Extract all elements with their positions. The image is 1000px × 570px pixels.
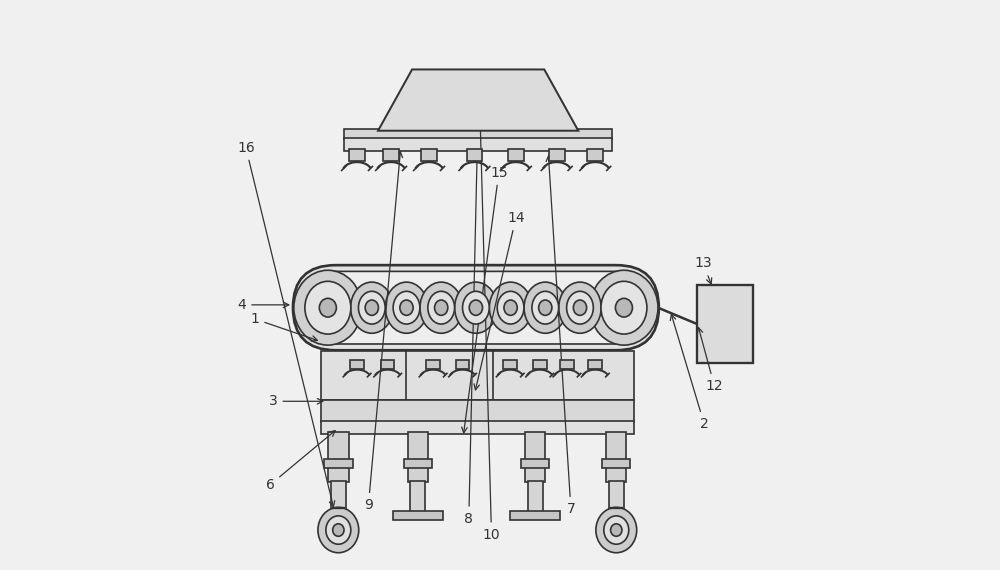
Ellipse shape — [532, 291, 559, 324]
Ellipse shape — [294, 270, 362, 345]
Bar — [349, 149, 365, 161]
Ellipse shape — [596, 507, 637, 553]
Ellipse shape — [559, 282, 601, 333]
Ellipse shape — [573, 300, 587, 315]
Ellipse shape — [365, 300, 378, 315]
Bar — [602, 459, 630, 467]
Ellipse shape — [590, 270, 658, 345]
Ellipse shape — [428, 291, 455, 324]
Bar — [410, 481, 425, 512]
Bar — [456, 360, 469, 369]
Bar — [381, 360, 394, 369]
Bar — [350, 360, 364, 369]
Bar — [404, 459, 432, 467]
Bar — [328, 433, 349, 482]
Text: 13: 13 — [694, 256, 712, 284]
Bar — [503, 360, 517, 369]
Text: 9: 9 — [364, 152, 403, 512]
Bar — [321, 351, 634, 400]
Text: 12: 12 — [697, 328, 723, 393]
Ellipse shape — [611, 524, 622, 536]
Bar — [426, 360, 440, 369]
Bar — [549, 149, 565, 161]
Text: 16: 16 — [237, 141, 335, 507]
FancyBboxPatch shape — [293, 265, 659, 350]
Ellipse shape — [333, 524, 344, 536]
Bar — [588, 360, 602, 369]
Bar — [587, 149, 603, 161]
Bar — [344, 138, 612, 150]
Text: 15: 15 — [462, 166, 508, 433]
Ellipse shape — [567, 291, 593, 324]
Ellipse shape — [524, 282, 566, 333]
Bar — [324, 459, 353, 467]
Bar — [533, 360, 547, 369]
Ellipse shape — [318, 507, 359, 553]
Bar — [697, 285, 753, 363]
Bar — [508, 149, 524, 161]
Bar — [408, 433, 428, 482]
Text: 6: 6 — [266, 430, 335, 492]
Bar — [521, 459, 549, 467]
Bar — [606, 433, 626, 482]
FancyBboxPatch shape — [299, 271, 653, 344]
Bar — [609, 481, 624, 512]
Ellipse shape — [497, 291, 524, 324]
Ellipse shape — [385, 282, 428, 333]
Bar — [560, 360, 574, 369]
Ellipse shape — [358, 291, 385, 324]
Bar — [321, 400, 634, 422]
Text: 2: 2 — [670, 315, 709, 431]
Ellipse shape — [469, 300, 483, 315]
Ellipse shape — [463, 291, 489, 324]
Text: 1: 1 — [251, 312, 317, 341]
Ellipse shape — [435, 300, 448, 315]
Bar — [525, 433, 545, 482]
Ellipse shape — [326, 516, 351, 544]
Bar — [393, 511, 443, 520]
Bar — [383, 149, 399, 161]
Ellipse shape — [504, 300, 517, 315]
Text: 7: 7 — [546, 156, 575, 516]
Ellipse shape — [305, 282, 351, 334]
Bar — [331, 481, 346, 512]
Ellipse shape — [455, 282, 497, 333]
Bar — [510, 511, 560, 520]
Ellipse shape — [420, 282, 462, 333]
Bar — [321, 421, 634, 434]
Text: 8: 8 — [464, 150, 480, 526]
Text: 3: 3 — [269, 394, 323, 408]
Bar — [344, 129, 612, 139]
Bar — [467, 149, 482, 161]
Text: 4: 4 — [238, 298, 289, 312]
Bar — [528, 481, 543, 512]
Ellipse shape — [539, 300, 552, 315]
Ellipse shape — [489, 282, 532, 333]
Ellipse shape — [393, 291, 420, 324]
Ellipse shape — [400, 300, 413, 315]
Text: 10: 10 — [478, 124, 500, 542]
Ellipse shape — [319, 298, 336, 317]
Ellipse shape — [604, 516, 629, 544]
Ellipse shape — [601, 282, 647, 334]
Text: 14: 14 — [474, 211, 525, 390]
Ellipse shape — [615, 298, 632, 317]
Ellipse shape — [351, 282, 393, 333]
Bar — [421, 149, 437, 161]
Polygon shape — [378, 70, 578, 131]
